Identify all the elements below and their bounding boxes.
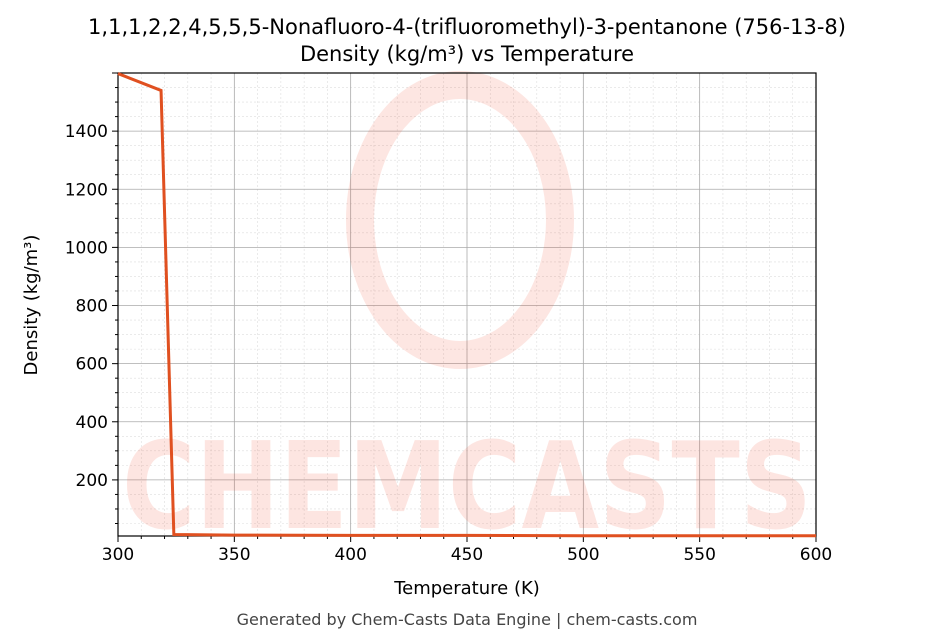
x-tick-label: 500 (567, 545, 599, 565)
footer: Generated by Chem-Casts Data Engine | ch… (237, 610, 698, 629)
x-tick-label: 600 (800, 545, 832, 565)
x-axis-label: Temperature (K) (393, 578, 540, 599)
x-tick-label: 400 (334, 545, 366, 565)
x-tick-label: 550 (683, 545, 715, 565)
density-line (117, 72, 816, 538)
axes: 300 350 400 450 500 550 600 200 400 600 800 1000 120… (65, 72, 832, 565)
x-tick-label: 300 (102, 545, 134, 565)
series (117, 72, 816, 538)
y-tick-label: 1000 (65, 238, 108, 258)
y-axis-label: Density (kg/m³) (21, 235, 42, 376)
x-tick-label: 450 (451, 545, 483, 565)
chart-subtitle: Density (kg/m³) vs Temperature (300, 42, 634, 66)
grid (117, 73, 817, 536)
y-tick-label: 800 (76, 297, 108, 317)
x-tick-label: 350 (218, 545, 250, 565)
chart-title: 1,1,1,2,2,4,5,5,5-Nonafluoro-4-(trifluor… (88, 15, 846, 39)
y-tick-label: 1400 (65, 122, 108, 142)
y-tick-label: 1200 (65, 180, 108, 200)
y-tick-label: 600 (76, 355, 108, 375)
y-tick-label: 400 (76, 413, 108, 433)
y-tick-label: 200 (76, 471, 108, 491)
watermark-logo-ring (346, 71, 574, 369)
